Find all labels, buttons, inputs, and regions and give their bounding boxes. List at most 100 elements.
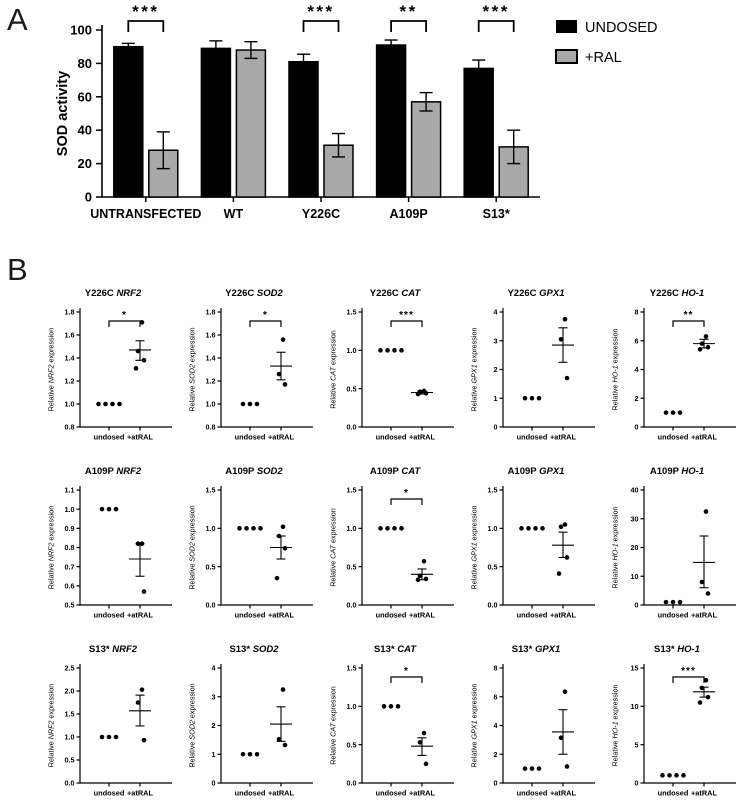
svg-text:0.5: 0.5 (347, 740, 357, 749)
svg-text:undosed: undosed (235, 789, 266, 798)
svg-text:30: 30 (631, 514, 639, 523)
scatter-plot-y226c-ho-1: Y226C HO-1 Relative HO-1 expression 0 2 4 6 8 u… (603, 264, 744, 442)
svg-text:UNDOSED: UNDOSED (585, 20, 658, 36)
svg-text:6: 6 (494, 692, 498, 701)
svg-text:WT: WT (224, 207, 244, 221)
svg-text:undosed: undosed (517, 789, 548, 798)
svg-text:undosed: undosed (658, 611, 689, 620)
expression-scatter-grid: Y226C NRF2 Relative NRF2 expression 0.8 1.0… (39, 264, 744, 798)
scatter-svg: A109P HO-1 Relative HO-1 expression 0 10 20 3… (611, 466, 736, 620)
scatter-plot-a109p-cat: A109P CAT Relative CAT expression 0.0 0.5 1.… (321, 442, 462, 620)
svg-text:0.7: 0.7 (65, 562, 75, 571)
svg-text:Y226C NRF2: Y226C NRF2 (85, 288, 142, 299)
scatter-plot-a109p-sod2: A109P SOD2 Relative SOD2 expression 0.0 0.5… (180, 442, 321, 620)
scatter-svg: S13* GPX1 Relative GPX1 expression 0 2 4 6 8 un… (470, 644, 595, 798)
svg-text:2: 2 (212, 721, 216, 730)
svg-text:0.0: 0.0 (347, 423, 357, 432)
svg-text:A109P NRF2: A109P NRF2 (85, 466, 142, 477)
svg-text:+atRAL: +atRAL (691, 611, 718, 620)
scatter-svg: A109P CAT Relative CAT expression 0.0 0.5 1.… (329, 466, 454, 620)
scatter-plot-a109p-gpx1: A109P GPX1 Relative GPX1 expression 0.0 0.5… (462, 442, 603, 620)
scatter-plot-s13-gpx1: S13* GPX1 Relative GPX1 expression 0 2 4 6 8 un… (462, 620, 603, 798)
svg-text:1: 1 (494, 394, 498, 403)
svg-text:1.5: 1.5 (347, 308, 357, 317)
svg-text:0: 0 (85, 190, 92, 205)
svg-text:Relative SOD2 expression: Relative SOD2 expression (188, 505, 197, 589)
svg-text:SOD activity: SOD activity (55, 71, 71, 156)
svg-text:S13* GPX1: S13* GPX1 (512, 644, 561, 655)
scatter-svg: Y226C SOD2 Relative SOD2 expression 0.8 1.0… (188, 288, 313, 442)
svg-text:+atRAL: +atRAL (127, 611, 154, 620)
legend-swatch-ral (555, 49, 578, 64)
svg-text:0.9: 0.9 (65, 524, 75, 533)
svg-text:1.8: 1.8 (206, 308, 216, 317)
svg-text:Relative NRF2 expression: Relative NRF2 expression (47, 328, 56, 412)
svg-text:Relative NRF2 expression: Relative NRF2 expression (47, 506, 56, 590)
scatter-svg: Y226C NRF2 Relative NRF2 expression 0.8 1.0… (47, 288, 172, 442)
svg-text:0: 0 (212, 779, 216, 788)
scatter-plot-s13-cat: S13* CAT Relative CAT expression 0.0 0.5 1.0… (321, 620, 462, 798)
svg-text:undosed: undosed (94, 433, 125, 442)
svg-text:1.5: 1.5 (65, 710, 75, 719)
svg-text:3: 3 (494, 336, 498, 345)
svg-text:0.0: 0.0 (206, 601, 216, 610)
legend-item-0: UNDOSED (556, 20, 658, 36)
svg-text:0.5: 0.5 (65, 601, 75, 610)
svg-text:1.0: 1.0 (206, 524, 216, 533)
legend-swatch-undosed (556, 20, 577, 33)
scatter-plot-y226c-cat: Y226C CAT Relative CAT expression 0.0 0.5 1.… (321, 264, 462, 442)
svg-text:A109P: A109P (389, 207, 427, 221)
svg-text:Y226C HO-1: Y226C HO-1 (650, 288, 704, 299)
svg-text:0.8: 0.8 (206, 423, 216, 432)
scatter-plot-s13-nrf2: S13* NRF2 Relative NRF2 expression 0.0 0.5 1… (39, 620, 180, 798)
svg-text:***: *** (399, 310, 414, 321)
svg-text:Y226C SOD2: Y226C SOD2 (225, 288, 283, 299)
svg-text:6: 6 (635, 336, 639, 345)
svg-text:0.0: 0.0 (347, 601, 357, 610)
svg-text:40: 40 (78, 123, 92, 138)
svg-text:+atRAL: +atRAL (550, 433, 577, 442)
svg-text:+atRAL: +atRAL (268, 789, 295, 798)
svg-text:2: 2 (494, 750, 498, 759)
scatter-svg: S13* HO-1 Relative HO-1 expression 0 5 10 15 u… (611, 644, 736, 798)
svg-text:Relative CAT expression: Relative CAT expression (329, 330, 338, 409)
svg-text:***: *** (483, 2, 510, 21)
svg-text:0.5: 0.5 (206, 562, 216, 571)
svg-text:undosed: undosed (517, 611, 548, 620)
svg-text:*: * (122, 310, 127, 321)
svg-text:0.5: 0.5 (488, 562, 498, 571)
svg-text:1.0: 1.0 (65, 400, 75, 409)
svg-text:60: 60 (78, 89, 92, 104)
svg-text:Relative NRF2 expression: Relative NRF2 expression (47, 684, 56, 768)
svg-text:***: *** (307, 2, 334, 21)
svg-text:undosed: undosed (94, 611, 125, 620)
svg-text:undosed: undosed (235, 611, 266, 620)
svg-text:3: 3 (212, 692, 216, 701)
svg-text:80: 80 (78, 56, 92, 71)
svg-text:2: 2 (494, 365, 498, 374)
svg-text:*: * (404, 488, 409, 499)
svg-text:0: 0 (494, 779, 498, 788)
svg-text:0.5: 0.5 (65, 756, 75, 765)
sod-activity-bar-chart: 0 20 40 60 80 100 SOD activity UNTRANSFECTED WT Y… (0, 0, 744, 240)
svg-text:1.5: 1.5 (488, 486, 498, 495)
scatter-svg: A109P NRF2 Relative NRF2 expression 0.5 0.6… (47, 466, 172, 620)
svg-text:S13* CAT: S13* CAT (374, 644, 417, 655)
svg-text:1.8: 1.8 (65, 308, 75, 317)
svg-text:1.2: 1.2 (65, 377, 75, 386)
svg-text:1.0: 1.0 (347, 346, 357, 355)
svg-text:4: 4 (494, 308, 498, 317)
svg-text:20: 20 (631, 543, 639, 552)
svg-text:10: 10 (631, 702, 639, 711)
svg-text:+RAL: +RAL (585, 50, 622, 66)
svg-text:0.0: 0.0 (347, 779, 357, 788)
scatter-plot-y226c-sod2: Y226C SOD2 Relative SOD2 expression 0.8 1.0… (180, 264, 321, 442)
svg-text:Relative GPX1 expression: Relative GPX1 expression (470, 328, 479, 412)
svg-text:undosed: undosed (94, 789, 125, 798)
svg-text:+atRAL: +atRAL (550, 789, 577, 798)
svg-text:S13* NRF2: S13* NRF2 (89, 644, 138, 655)
svg-text:5: 5 (635, 740, 639, 749)
svg-text:Relative SOD2 expression: Relative SOD2 expression (188, 327, 197, 411)
svg-text:1.5: 1.5 (206, 486, 216, 495)
scatter-svg: Y226C GPX1 Relative GPX1 expression 0 1 2 3 4 u… (470, 288, 595, 442)
